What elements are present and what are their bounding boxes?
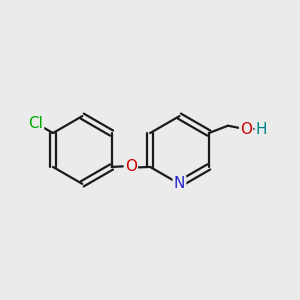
Text: Cl: Cl [28, 116, 43, 130]
Text: N: N [174, 176, 185, 191]
Text: O: O [125, 159, 137, 174]
Text: O: O [240, 122, 252, 137]
Text: H: H [256, 122, 267, 137]
